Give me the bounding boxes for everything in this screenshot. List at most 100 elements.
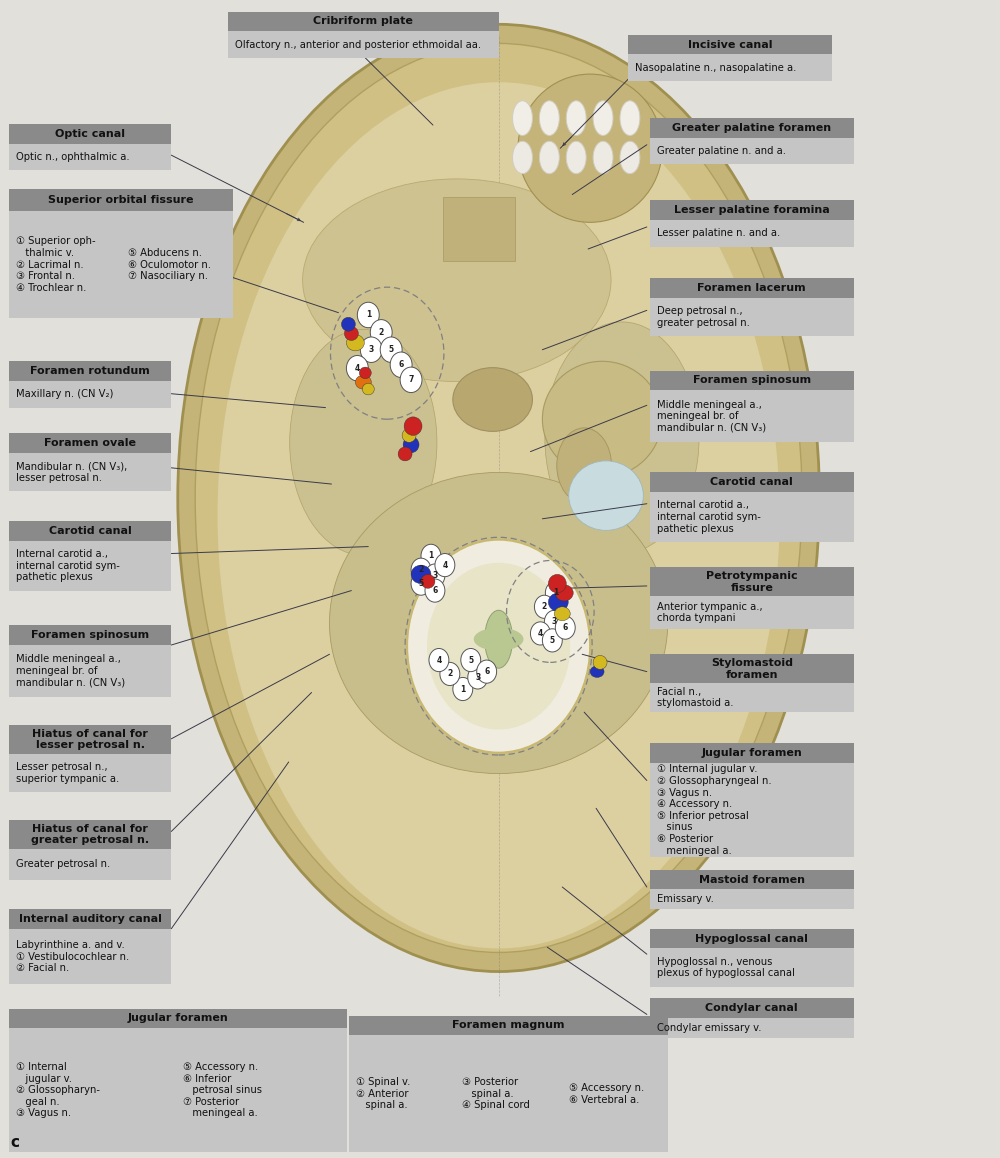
FancyBboxPatch shape: [650, 278, 854, 298]
Text: Jugular foramen: Jugular foramen: [701, 748, 802, 758]
Text: 4: 4: [538, 629, 543, 638]
Text: Optic n., ophthalmic a.: Optic n., ophthalmic a.: [16, 152, 130, 162]
FancyBboxPatch shape: [9, 929, 171, 984]
FancyBboxPatch shape: [9, 849, 171, 880]
Text: Optic canal: Optic canal: [55, 129, 125, 139]
Circle shape: [411, 572, 431, 595]
Text: 5: 5: [418, 579, 424, 588]
Ellipse shape: [341, 317, 355, 331]
Text: Olfactory n., anterior and posterior ethmoidal aa.: Olfactory n., anterior and posterior eth…: [235, 39, 481, 50]
FancyBboxPatch shape: [9, 725, 171, 754]
Circle shape: [544, 610, 564, 633]
FancyBboxPatch shape: [349, 1016, 668, 1035]
Text: ⑤ Abducens n.
⑥ Oculomotor n.
⑦ Nasociliary n.: ⑤ Abducens n. ⑥ Oculomotor n. ⑦ Nasocili…: [128, 248, 211, 281]
Text: ① Spinal v.
② Anterior
   spinal a.: ① Spinal v. ② Anterior spinal a.: [356, 1077, 411, 1111]
FancyBboxPatch shape: [650, 220, 854, 247]
Ellipse shape: [554, 607, 570, 621]
FancyBboxPatch shape: [650, 1018, 854, 1038]
Text: Hiatus of canal for
lesser petrosal n.: Hiatus of canal for lesser petrosal n.: [32, 728, 148, 750]
Text: 6: 6: [484, 667, 489, 676]
Circle shape: [360, 337, 382, 362]
Text: Condylar canal: Condylar canal: [705, 1003, 798, 1013]
Ellipse shape: [513, 101, 532, 135]
Circle shape: [461, 648, 481, 672]
Circle shape: [380, 337, 402, 362]
Circle shape: [453, 677, 473, 701]
Text: 3: 3: [432, 571, 438, 580]
FancyBboxPatch shape: [650, 743, 854, 763]
FancyBboxPatch shape: [9, 211, 233, 318]
Text: 6: 6: [563, 623, 568, 632]
FancyBboxPatch shape: [9, 1009, 347, 1028]
FancyBboxPatch shape: [9, 144, 171, 170]
FancyBboxPatch shape: [349, 1035, 668, 1152]
Text: Lesser palatine foramina: Lesser palatine foramina: [674, 205, 830, 215]
Circle shape: [425, 579, 445, 602]
Text: Carotid canal: Carotid canal: [49, 526, 132, 536]
Text: Emissary v.: Emissary v.: [657, 894, 714, 904]
Text: 5: 5: [389, 345, 394, 354]
Text: Internal carotid a.,
internal carotid sym-
pathetic plexus: Internal carotid a., internal carotid sy…: [16, 549, 120, 582]
FancyBboxPatch shape: [650, 118, 854, 138]
FancyBboxPatch shape: [9, 453, 171, 491]
Circle shape: [440, 662, 460, 686]
Ellipse shape: [402, 428, 416, 442]
Text: Greater petrosal n.: Greater petrosal n.: [16, 859, 110, 870]
FancyBboxPatch shape: [9, 433, 171, 453]
FancyBboxPatch shape: [9, 521, 171, 541]
Ellipse shape: [421, 574, 435, 588]
Ellipse shape: [403, 437, 419, 453]
Text: c: c: [10, 1135, 19, 1150]
Text: ① Internal
   jugular v.
② Glossopharyn-
   geal n.
③ Vagus n.: ① Internal jugular v. ② Glossopharyn- ge…: [16, 1062, 100, 1119]
Circle shape: [407, 540, 590, 753]
Text: 2: 2: [418, 565, 424, 574]
Text: Foramen spinosum: Foramen spinosum: [31, 630, 149, 640]
FancyBboxPatch shape: [9, 124, 171, 144]
Ellipse shape: [566, 101, 586, 135]
Circle shape: [545, 581, 565, 604]
Text: Mastoid foramen: Mastoid foramen: [699, 874, 805, 885]
Circle shape: [435, 554, 455, 577]
Ellipse shape: [620, 101, 640, 135]
Text: Stylomastoid
foramen: Stylomastoid foramen: [711, 658, 793, 680]
Ellipse shape: [485, 610, 513, 668]
Text: 2: 2: [447, 669, 452, 679]
Ellipse shape: [548, 593, 568, 611]
Ellipse shape: [548, 574, 566, 593]
Text: Hiatus of canal for
greater petrosal n.: Hiatus of canal for greater petrosal n.: [31, 823, 149, 845]
FancyBboxPatch shape: [650, 998, 854, 1018]
Text: Middle meningeal a.,
meningeal br. of
mandibular n. (CN V₃): Middle meningeal a., meningeal br. of ma…: [16, 654, 125, 688]
Text: ③ Posterior
   spinal a.
④ Spinal cord: ③ Posterior spinal a. ④ Spinal cord: [462, 1077, 530, 1111]
Text: Deep petrosal n.,
greater petrosal n.: Deep petrosal n., greater petrosal n.: [657, 306, 750, 328]
Text: 4: 4: [355, 364, 360, 373]
Text: 3: 3: [552, 617, 557, 626]
Text: 4: 4: [436, 655, 442, 665]
FancyBboxPatch shape: [650, 654, 854, 683]
Circle shape: [468, 666, 488, 689]
Ellipse shape: [411, 565, 431, 584]
FancyBboxPatch shape: [650, 567, 854, 596]
FancyBboxPatch shape: [650, 870, 854, 889]
Text: Facial n.,
stylomastoid a.: Facial n., stylomastoid a.: [657, 687, 733, 709]
Circle shape: [429, 648, 449, 672]
FancyBboxPatch shape: [628, 35, 832, 54]
Ellipse shape: [218, 82, 780, 948]
Text: 5: 5: [468, 655, 473, 665]
Ellipse shape: [195, 43, 802, 953]
Text: Greater palatine n. and a.: Greater palatine n. and a.: [657, 146, 786, 156]
Text: Greater palatine foramen: Greater palatine foramen: [672, 123, 831, 133]
Circle shape: [555, 616, 575, 639]
Text: 4: 4: [442, 560, 448, 570]
Circle shape: [425, 564, 445, 587]
Text: 6: 6: [432, 586, 438, 595]
Circle shape: [421, 544, 441, 567]
Ellipse shape: [539, 141, 559, 174]
FancyBboxPatch shape: [9, 754, 171, 792]
Ellipse shape: [545, 322, 699, 554]
Circle shape: [534, 595, 554, 618]
Text: Lesser palatine n. and a.: Lesser palatine n. and a.: [657, 228, 780, 239]
Text: 1: 1: [428, 551, 434, 560]
Ellipse shape: [355, 375, 371, 389]
Text: 3: 3: [475, 673, 480, 682]
FancyBboxPatch shape: [650, 390, 854, 442]
